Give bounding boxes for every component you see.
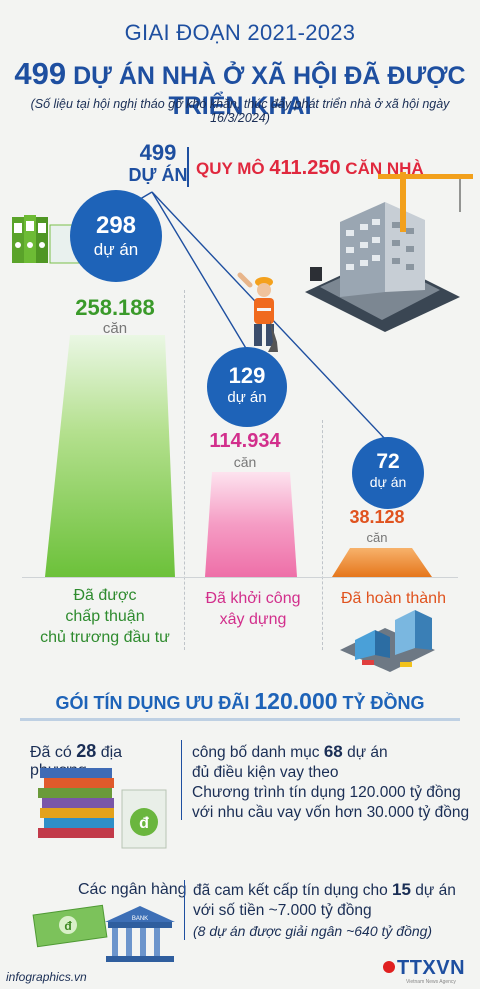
started-label: Đã khởi công xây dựng — [188, 588, 318, 630]
agency-subtitle: Vietnam News Agency — [406, 979, 456, 985]
banknote-icon: đ — [32, 904, 108, 948]
construction-worker-icon — [237, 272, 278, 352]
completed-homes-value: 38.128 — [349, 507, 405, 527]
completed-projects-circle: 72 dự án — [352, 437, 424, 509]
bank-building-icon: BANK — [105, 906, 175, 962]
detail-number: 68 — [323, 742, 343, 761]
main-title: 499 DỰ ÁN NHÀ Ở XÃ HỘI ĐÃ ĐƯỢC TRIỂN KHA… — [0, 56, 480, 121]
scale-value: 411.250 — [269, 157, 341, 179]
money-document-icon: đ — [121, 789, 167, 849]
started-label-line: Đã khởi công — [205, 590, 301, 607]
localities-detail: công bố danh mục 68 dự án đủ điều kiện v… — [192, 742, 474, 823]
credit-divider — [20, 718, 460, 721]
approved-projects-number: 298 — [95, 212, 137, 239]
detail-line: đủ điều kiện vay theo — [192, 764, 339, 781]
svg-text:BANK: BANK — [132, 916, 148, 922]
banks-number: 15 — [392, 880, 411, 899]
credit-title-value: 120.000 — [254, 688, 338, 714]
banks-note: (8 dự án được giải ngân ~640 tỷ đồng) — [193, 923, 433, 939]
approved-label-line: chủ trương đầu tư — [40, 629, 170, 646]
agency-logo: TTXVN — [397, 957, 466, 979]
detail-post: dự án — [342, 744, 388, 761]
baseline — [22, 577, 458, 578]
row-divider — [184, 880, 185, 940]
building-crane-icon — [305, 172, 473, 332]
approved-label: Đã được chấp thuận chủ trương đầu tư — [30, 585, 180, 648]
started-homes-value: 114.934 — [209, 430, 281, 452]
started-projects-circle: 129 dự án — [207, 347, 287, 427]
banks-detail: đã cam kết cấp tín dụng cho 15 dự án với… — [193, 880, 475, 942]
site-credit: infographics.vn — [6, 970, 87, 984]
detail-line: với nhu cầu vay vốn hơn 30.000 tỷ đồng — [192, 804, 470, 821]
detail-pre: công bố danh mục — [192, 744, 324, 761]
scale-label: QUY MÔ — [196, 159, 270, 178]
book-stack-icon: đ — [38, 768, 167, 849]
banks-label: Các ngân hàng — [78, 881, 187, 898]
divider — [187, 147, 189, 187]
completed-projects-number: 72 — [376, 450, 400, 473]
detail-line: công bố danh mục 68 dự án — [192, 742, 474, 763]
credit-title: GÓI TÍN DỤNG ƯU ĐÃI 120.000 TỶ ĐỒNG — [0, 688, 480, 715]
approved-projects-unit: dự án — [93, 240, 139, 259]
ttxvn-logo-icon — [383, 961, 395, 973]
total-projects-unit: DỰ ÁN — [128, 165, 188, 185]
started-projects-unit: dự án — [227, 389, 267, 406]
approved-homes-unit: căn — [102, 320, 128, 337]
total-projects-number: 499 — [139, 140, 177, 165]
banks-post: dự án — [410, 882, 456, 899]
credit-title-pre: GÓI TÍN DỤNG ƯU ĐÃI — [55, 693, 255, 713]
funnel-graphic — [12, 172, 473, 672]
started-projects-number: 129 — [228, 363, 266, 388]
approved-projects-circle: 298 dự án — [70, 190, 162, 282]
completed-label: Đã hoàn thành — [326, 590, 461, 608]
banks-detail-line: với số tiền ~7.000 tỷ đồng — [193, 902, 372, 919]
approved-homes-value: 258.188 — [75, 295, 155, 320]
bar-approved — [45, 335, 175, 577]
detail-line: Chương trình tín dụng 120.000 tỷ đồng — [192, 784, 461, 801]
bar-started — [205, 472, 297, 577]
title-number: 499 — [14, 56, 67, 91]
completed-homes-unit: căn — [366, 530, 388, 545]
completed-projects-unit: dự án — [369, 474, 407, 490]
banks-detail-line: đã cam kết cấp tín dụng cho 15 dự án — [193, 880, 475, 901]
column-separator — [184, 290, 185, 650]
banks-pre: đã cam kết cấp tín dụng cho — [193, 882, 393, 899]
approved-label-line: Đã được — [73, 587, 137, 604]
approved-label-line: chấp thuận — [65, 608, 145, 625]
started-label-line: xây dựng — [219, 611, 287, 628]
finished-buildings-icon — [340, 610, 435, 672]
started-homes-unit: căn — [233, 454, 257, 470]
bank-illustration: đ BANK — [32, 904, 175, 962]
svg-text:đ: đ — [64, 919, 72, 933]
row-divider — [181, 740, 182, 820]
column-separator — [322, 420, 323, 650]
source-note: (Số liệu tại hội nghị tháo gỡ khó khăn, … — [30, 97, 450, 125]
period-label: GIAI ĐOẠN 2021-2023 — [124, 20, 356, 45]
svg-text:đ: đ — [139, 815, 149, 832]
credit-title-post: TỶ ĐỒNG — [337, 693, 425, 713]
bar-completed — [332, 548, 432, 577]
localities-pre: Đã có — [30, 744, 77, 761]
localities-number: 28 — [76, 741, 97, 761]
banks-detail-note: (8 dự án được giải ngân ~640 tỷ đồng) — [193, 921, 475, 942]
completed-label-line: Đã hoàn thành — [341, 590, 446, 607]
title-text: DỰ ÁN NHÀ Ở XÃ HỘI ĐÃ ĐƯỢC TRIỂN KHAI — [66, 62, 466, 120]
